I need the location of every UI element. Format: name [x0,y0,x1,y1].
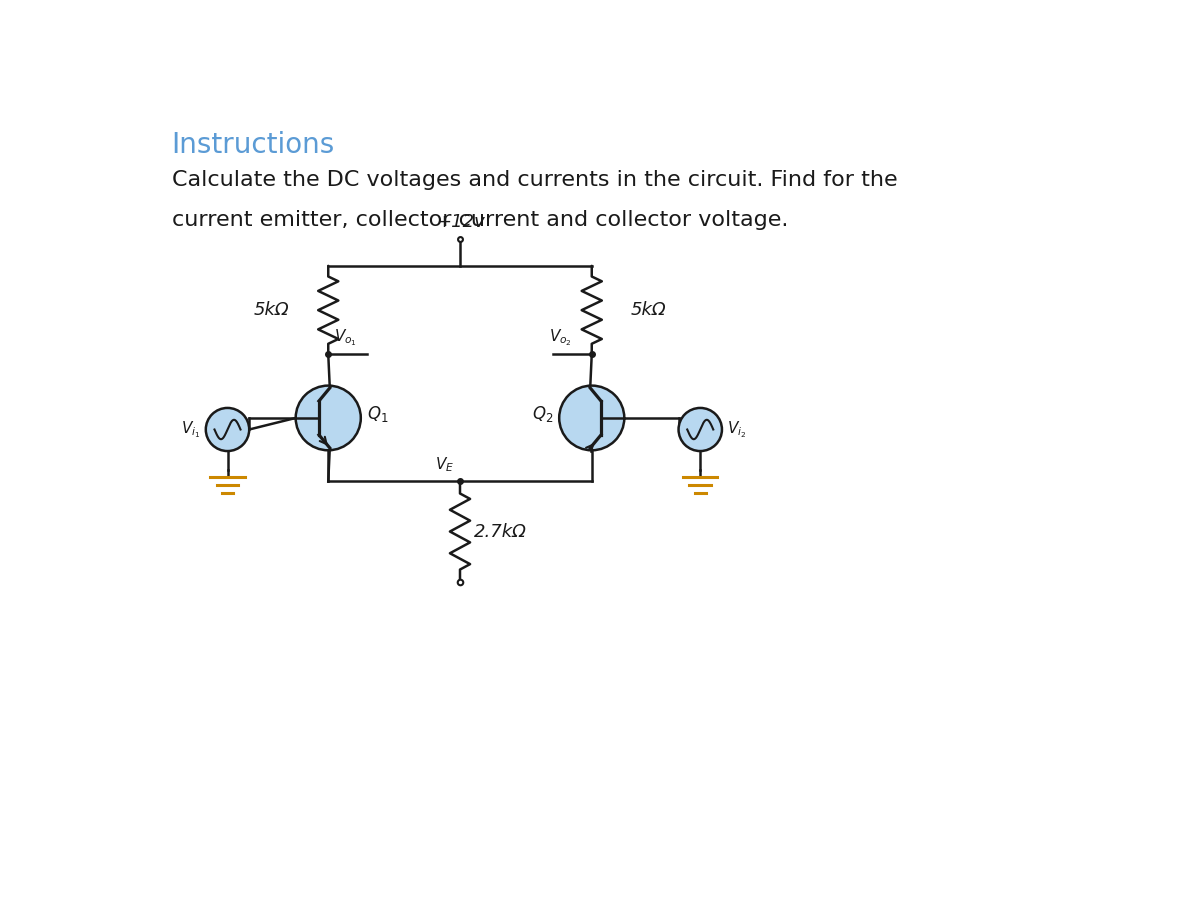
Circle shape [678,408,722,451]
Text: $V_{o_2}$: $V_{o_2}$ [550,328,572,348]
Text: $Q_2$: $Q_2$ [532,404,553,425]
Circle shape [206,408,250,451]
Text: current emitter, collector current and collector voltage.: current emitter, collector current and c… [172,210,788,230]
Circle shape [295,385,361,450]
Text: 5kΩ: 5kΩ [630,301,666,320]
Text: $V_{i_1}$: $V_{i_1}$ [181,419,200,440]
Text: Calculate the DC voltages and currents in the circuit. Find for the: Calculate the DC voltages and currents i… [172,170,898,190]
Text: $V_{i_2}$: $V_{i_2}$ [727,419,746,440]
Text: +12v: +12v [436,214,485,231]
Circle shape [559,385,624,450]
Text: 5kΩ: 5kΩ [254,301,289,320]
Text: Instructions: Instructions [172,131,335,159]
Text: 2.7kΩ: 2.7kΩ [474,522,527,540]
Text: $V_{o_1}$: $V_{o_1}$ [335,328,358,348]
Text: $V_E$: $V_E$ [434,455,454,474]
Text: $Q_1$: $Q_1$ [367,404,389,425]
